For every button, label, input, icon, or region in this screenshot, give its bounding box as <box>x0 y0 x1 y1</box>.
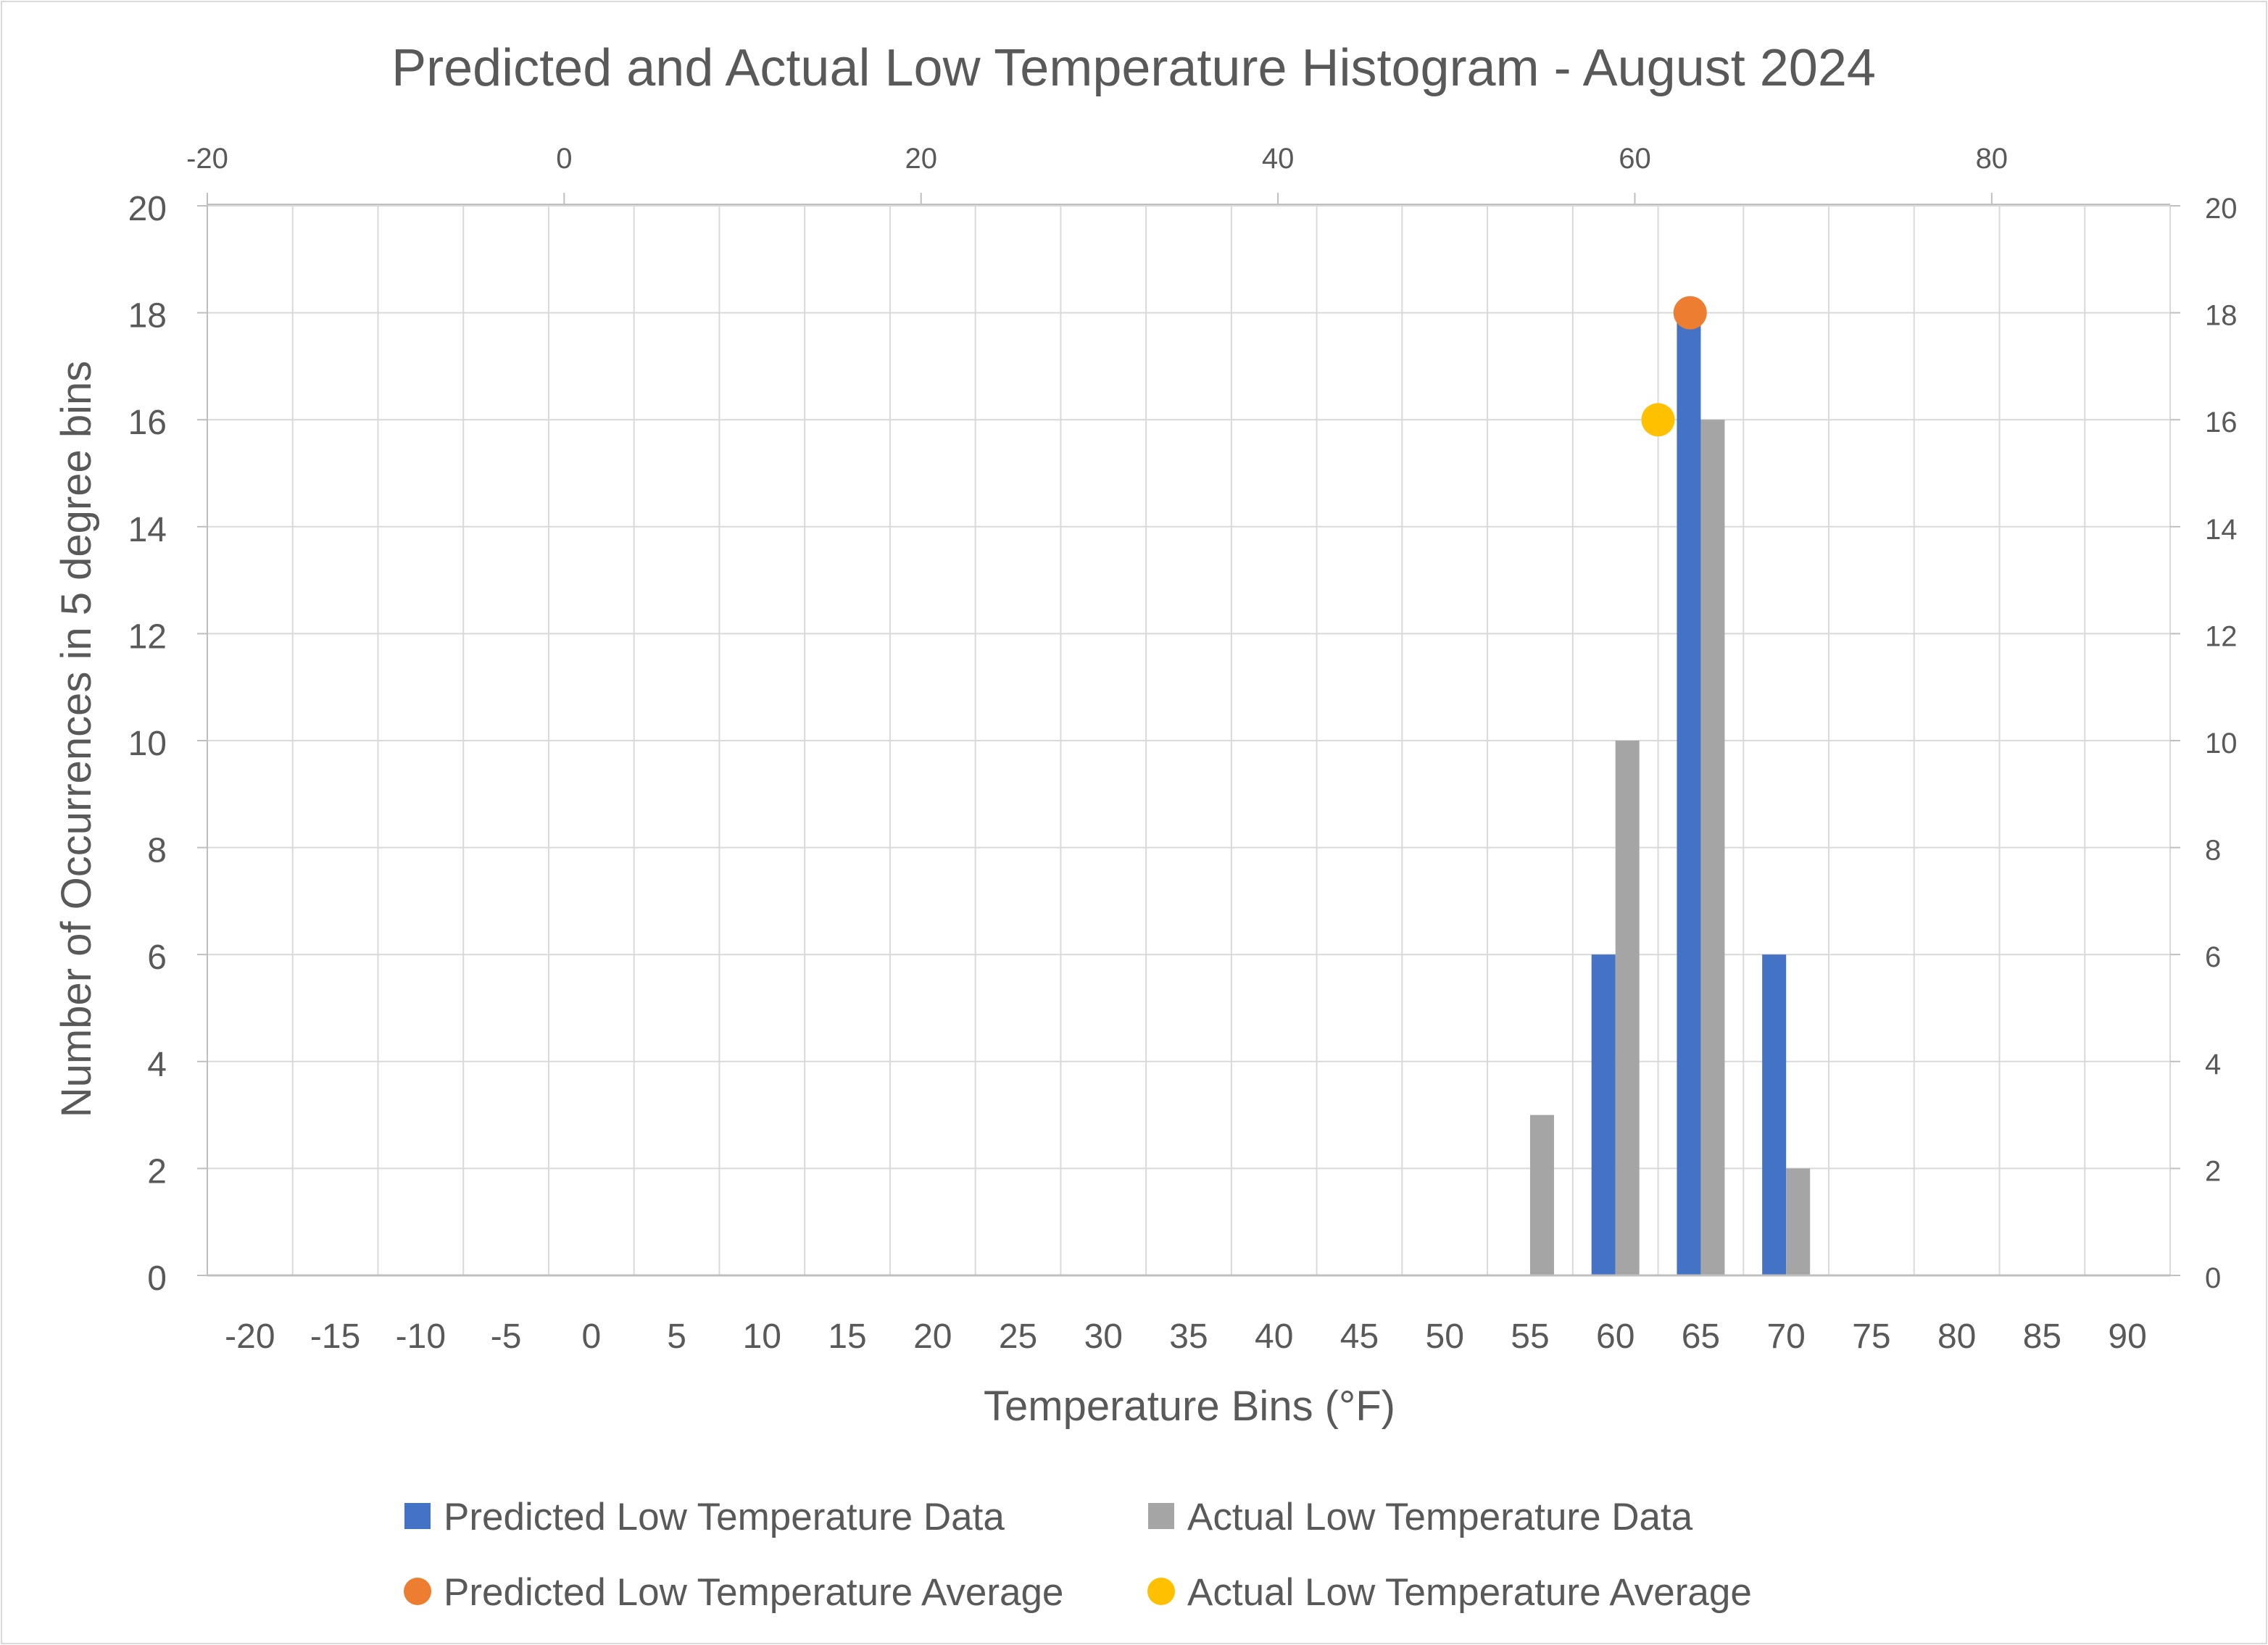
x-tick-label: 65 <box>1682 1317 1720 1356</box>
x-tick-label: 35 <box>1169 1317 1208 1356</box>
x-tick-label: 75 <box>1852 1317 1890 1356</box>
y-tick-label: 16 <box>128 404 167 442</box>
y-tick-label: 6 <box>147 938 167 977</box>
x-tick-label: -15 <box>310 1317 360 1356</box>
legend-actual-average-label: Actual Low Temperature Average <box>1187 1571 1752 1614</box>
y-tick-label: 2 <box>147 1152 167 1191</box>
x-tick-label: -20 <box>225 1317 275 1356</box>
x-tick-label: 85 <box>2023 1317 2061 1356</box>
axes: 0 2 4 6 8 10 12 14 16 18 20 0 2 4 6 8 10 12 14 16 18 20 -20 -15… <box>128 143 2238 1356</box>
actual-bar <box>1700 420 1725 1276</box>
predicted-bar <box>1762 954 1787 1275</box>
legend-predicted-average-label: Predicted Low Temperature Average <box>444 1571 1063 1614</box>
x-tick-label: 5 <box>667 1317 686 1356</box>
x-tick-label: 10 <box>743 1317 781 1356</box>
x2-tick-label: 60 <box>1619 143 1651 175</box>
x-tick-label: 0 <box>581 1317 601 1356</box>
legend: Predicted Low Temperature Data Actual Low… <box>404 1496 1752 1614</box>
y2-tick-label: 14 <box>2205 514 2238 546</box>
x-tick-label: 80 <box>1937 1317 1976 1356</box>
legend-actual-average-marker <box>1147 1578 1175 1605</box>
x-tick-label: 40 <box>1255 1317 1293 1356</box>
x-tick-label: -10 <box>396 1317 446 1356</box>
x-tick-label: 50 <box>1426 1317 1464 1356</box>
average-points <box>1641 296 1707 437</box>
x-tick-label: -5 <box>491 1317 522 1356</box>
x-tick-label: 70 <box>1766 1317 1805 1356</box>
y2-tick-label: 0 <box>2205 1262 2221 1294</box>
y2-tick-label: 6 <box>2205 941 2221 973</box>
legend-predicted-data-swatch <box>404 1503 431 1529</box>
x-axis-title: Temperature Bins (°F) <box>984 1383 1395 1430</box>
x2-tick-label: 20 <box>905 143 937 175</box>
actual-bar <box>1529 1115 1554 1275</box>
actual-bar <box>1786 1168 1811 1275</box>
y2-tick-label: 2 <box>2205 1155 2221 1187</box>
x-tick-label: 60 <box>1596 1317 1634 1356</box>
y2-tick-label: 8 <box>2205 835 2221 867</box>
x-tick-label: 20 <box>913 1317 952 1356</box>
x-tick-label: 55 <box>1511 1317 1549 1356</box>
y-tick-label: 20 <box>128 190 167 228</box>
x-tick-label: 25 <box>999 1317 1037 1356</box>
x-tick-label: 15 <box>828 1317 866 1356</box>
y-tick-label: 8 <box>147 832 167 870</box>
y-tick-label: 0 <box>147 1259 167 1298</box>
x-tick-label: 30 <box>1084 1317 1123 1356</box>
legend-predicted-average: Predicted Low Temperature Average <box>404 1571 1063 1614</box>
y-tick-label: 10 <box>128 725 167 763</box>
legend-actual-data-swatch <box>1148 1503 1174 1529</box>
y-tick-label: 14 <box>128 511 167 549</box>
actual-bar <box>1615 741 1640 1275</box>
actual-average-point <box>1641 403 1675 437</box>
legend-predicted-data: Predicted Low Temperature Data <box>404 1496 1005 1538</box>
legend-actual-data: Actual Low Temperature Data <box>1148 1496 1693 1538</box>
legend-actual-data-label: Actual Low Temperature Data <box>1187 1496 1693 1538</box>
x-tick-label: 90 <box>2108 1317 2146 1356</box>
y2-tick-label: 18 <box>2205 300 2238 332</box>
gridlines <box>207 205 2171 1275</box>
y-tick-label: 18 <box>128 297 167 336</box>
y-axis-title: Number of Occurrences in 5 degree bins <box>53 361 100 1118</box>
y2-tick-label: 4 <box>2205 1049 2221 1080</box>
y2-tick-label: 12 <box>2205 620 2238 652</box>
bars <box>1529 312 1811 1276</box>
y-tick-label: 12 <box>128 617 167 656</box>
y2-tick-label: 10 <box>2205 728 2238 759</box>
legend-predicted-data-label: Predicted Low Temperature Data <box>444 1496 1005 1538</box>
predicted-average-point <box>1673 296 1707 330</box>
predicted-bar <box>1591 954 1616 1275</box>
predicted-bar <box>1677 312 1701 1276</box>
x2-tick-label: 0 <box>556 143 572 175</box>
x2-tick-label: 40 <box>1262 143 1295 175</box>
x2-tick-label: -20 <box>186 143 228 175</box>
y2-tick-label: 16 <box>2205 407 2238 438</box>
legend-predicted-average-marker <box>404 1578 431 1605</box>
y-tick-label: 4 <box>147 1046 167 1084</box>
chart-title: Predicted and Actual Low Temperature His… <box>391 39 1876 97</box>
x2-tick-label: 80 <box>1976 143 2009 175</box>
x-tick-label: 45 <box>1340 1317 1379 1356</box>
y2-tick-label: 20 <box>2205 193 2238 225</box>
legend-actual-average: Actual Low Temperature Average <box>1147 1571 1752 1614</box>
